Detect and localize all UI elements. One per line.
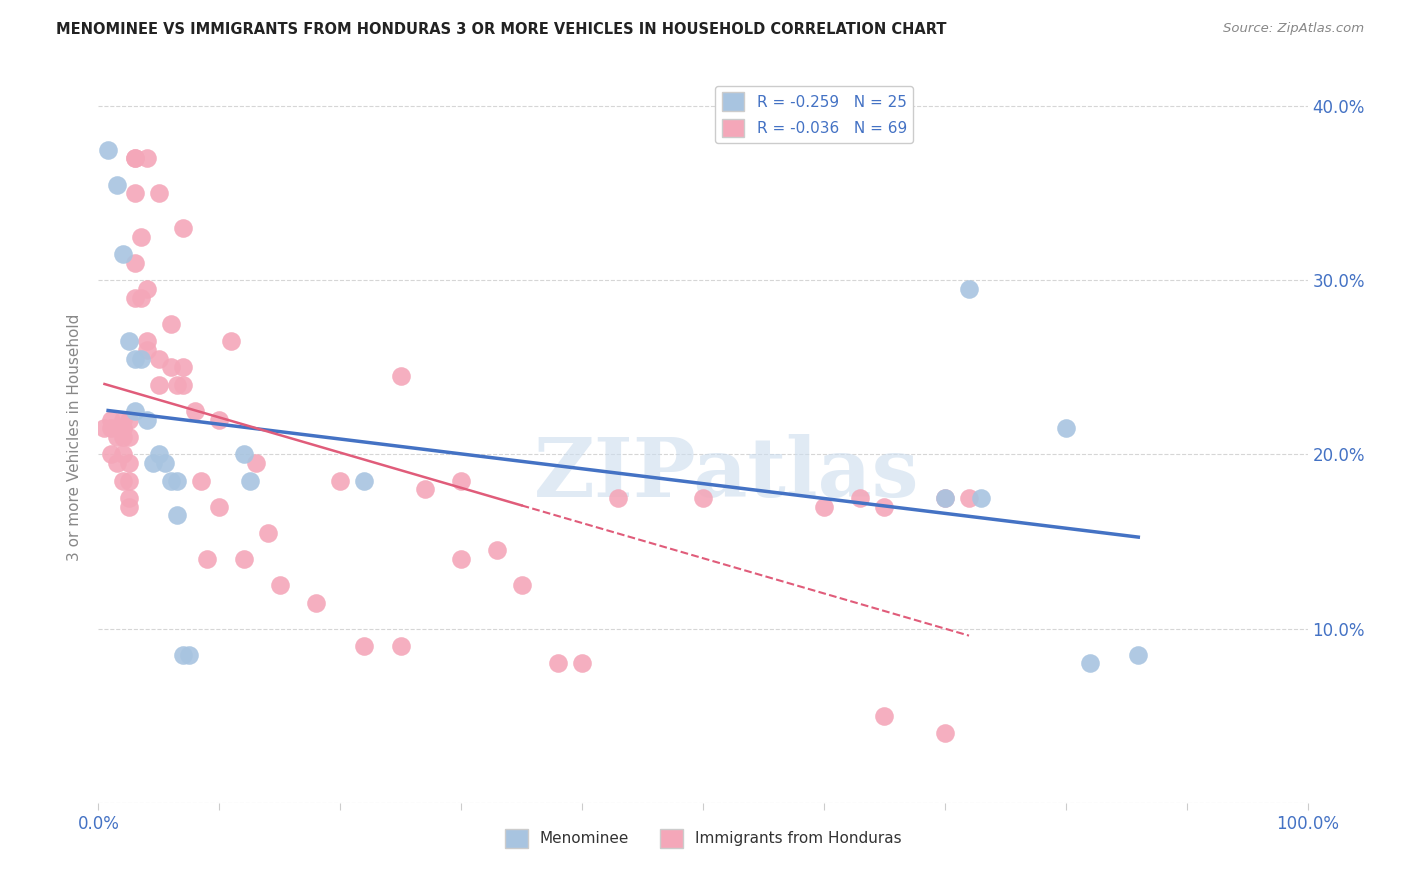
Point xyxy=(934,726,956,740)
Point xyxy=(389,369,412,384)
Point xyxy=(172,360,194,375)
Point xyxy=(129,351,152,366)
Point xyxy=(450,474,472,488)
Point xyxy=(118,334,141,349)
Point xyxy=(353,474,375,488)
Point xyxy=(118,430,141,444)
Point xyxy=(1078,657,1101,671)
Point xyxy=(160,360,183,375)
Point xyxy=(934,491,956,505)
Point xyxy=(124,291,146,305)
Point xyxy=(118,456,141,470)
Point xyxy=(607,491,630,505)
Point xyxy=(179,648,201,662)
Point xyxy=(269,578,291,592)
Point xyxy=(124,186,146,201)
Point xyxy=(232,552,254,566)
Point xyxy=(190,474,212,488)
Point xyxy=(208,500,231,514)
Point xyxy=(124,152,146,166)
Text: ZIPatlas: ZIPatlas xyxy=(534,434,920,514)
Point xyxy=(124,404,146,418)
Point xyxy=(957,282,980,296)
Point xyxy=(93,421,115,435)
Point xyxy=(450,552,472,566)
Point xyxy=(221,334,243,349)
Point xyxy=(124,351,146,366)
Point xyxy=(118,500,141,514)
Point xyxy=(849,491,872,505)
Text: MENOMINEE VS IMMIGRANTS FROM HONDURAS 3 OR MORE VEHICLES IN HOUSEHOLD CORRELATIO: MENOMINEE VS IMMIGRANTS FROM HONDURAS 3 … xyxy=(56,22,946,37)
Point xyxy=(571,657,593,671)
Point xyxy=(105,178,128,192)
Point xyxy=(208,412,231,426)
Point xyxy=(245,456,267,470)
Point xyxy=(970,491,993,505)
Point xyxy=(105,421,128,435)
Point xyxy=(486,543,509,558)
Text: Source: ZipAtlas.com: Source: ZipAtlas.com xyxy=(1223,22,1364,36)
Point xyxy=(256,525,278,540)
Point xyxy=(105,456,128,470)
Point xyxy=(353,639,375,653)
Point xyxy=(129,229,152,244)
Point xyxy=(184,404,207,418)
Point xyxy=(118,491,141,505)
Point xyxy=(195,552,218,566)
Point xyxy=(153,456,176,470)
Point xyxy=(957,491,980,505)
Point xyxy=(100,421,122,435)
Point xyxy=(232,448,254,462)
Point xyxy=(111,247,134,261)
Point xyxy=(813,500,835,514)
Point xyxy=(105,430,128,444)
Point xyxy=(111,412,134,426)
Point xyxy=(148,448,170,462)
Point xyxy=(389,639,412,653)
Point xyxy=(172,221,194,235)
Point xyxy=(111,421,134,435)
Point xyxy=(148,377,170,392)
Point xyxy=(148,351,170,366)
Point xyxy=(305,595,328,609)
Point xyxy=(124,256,146,270)
Point xyxy=(692,491,714,505)
Point xyxy=(1054,421,1077,435)
Point xyxy=(510,578,533,592)
Point xyxy=(148,186,170,201)
Point xyxy=(135,282,157,296)
Point xyxy=(135,412,157,426)
Point xyxy=(413,483,436,497)
Point xyxy=(118,474,141,488)
Point xyxy=(239,474,262,488)
Point xyxy=(172,377,194,392)
Point xyxy=(166,508,188,523)
Point xyxy=(118,412,141,426)
Point xyxy=(172,648,194,662)
Point xyxy=(135,334,157,349)
Point xyxy=(166,474,188,488)
Point xyxy=(111,430,134,444)
Point xyxy=(97,143,120,157)
Point xyxy=(129,291,152,305)
Point xyxy=(160,317,183,331)
Point xyxy=(124,152,146,166)
Point xyxy=(1128,648,1150,662)
Point xyxy=(111,448,134,462)
Point xyxy=(329,474,352,488)
Point xyxy=(135,343,157,357)
Point xyxy=(873,500,896,514)
Point xyxy=(547,657,569,671)
Legend: Menominee, Immigrants from Honduras: Menominee, Immigrants from Honduras xyxy=(499,822,907,854)
Point xyxy=(160,474,183,488)
Point xyxy=(166,377,188,392)
Y-axis label: 3 or more Vehicles in Household: 3 or more Vehicles in Household xyxy=(67,313,83,561)
Point xyxy=(100,412,122,426)
Point xyxy=(100,448,122,462)
Point xyxy=(135,152,157,166)
Point xyxy=(873,708,896,723)
Point xyxy=(142,456,165,470)
Point xyxy=(111,474,134,488)
Point xyxy=(934,491,956,505)
